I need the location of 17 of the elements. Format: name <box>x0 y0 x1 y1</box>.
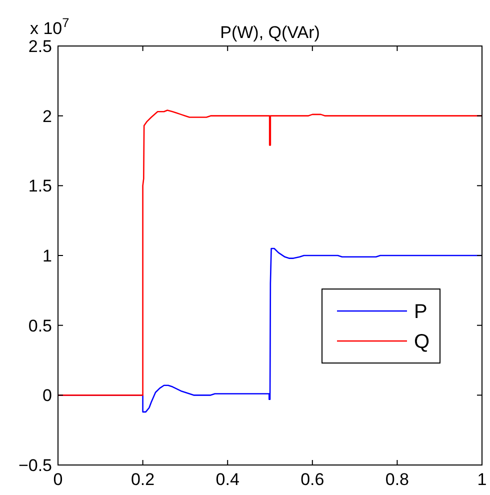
x-tick-label: 1 <box>477 470 487 489</box>
y-tick-label: 2 <box>42 106 52 126</box>
y-tick-label: 0 <box>42 386 52 406</box>
x-tick-label: 0.6 <box>300 470 324 489</box>
x-tick-label: 0.8 <box>385 470 410 489</box>
x-tick-label: 0.4 <box>216 470 240 489</box>
legend-label: Q <box>414 331 430 354</box>
y-tick-label: 0.5 <box>28 316 52 336</box>
text: x 10$^{7}$ <box>30 14 70 38</box>
chart-title: P(W), Q(VAr) <box>220 23 320 42</box>
x-tick-label: 0.2 <box>130 470 155 489</box>
line-series <box>57 110 483 396</box>
y-tick-label: 1 <box>42 246 52 266</box>
y-tick-label: −0.5 <box>18 456 52 475</box>
y-tick-label: 1.5 <box>28 176 52 196</box>
legend-label: P <box>414 301 428 324</box>
y-tick-label: 2.5 <box>28 37 52 56</box>
